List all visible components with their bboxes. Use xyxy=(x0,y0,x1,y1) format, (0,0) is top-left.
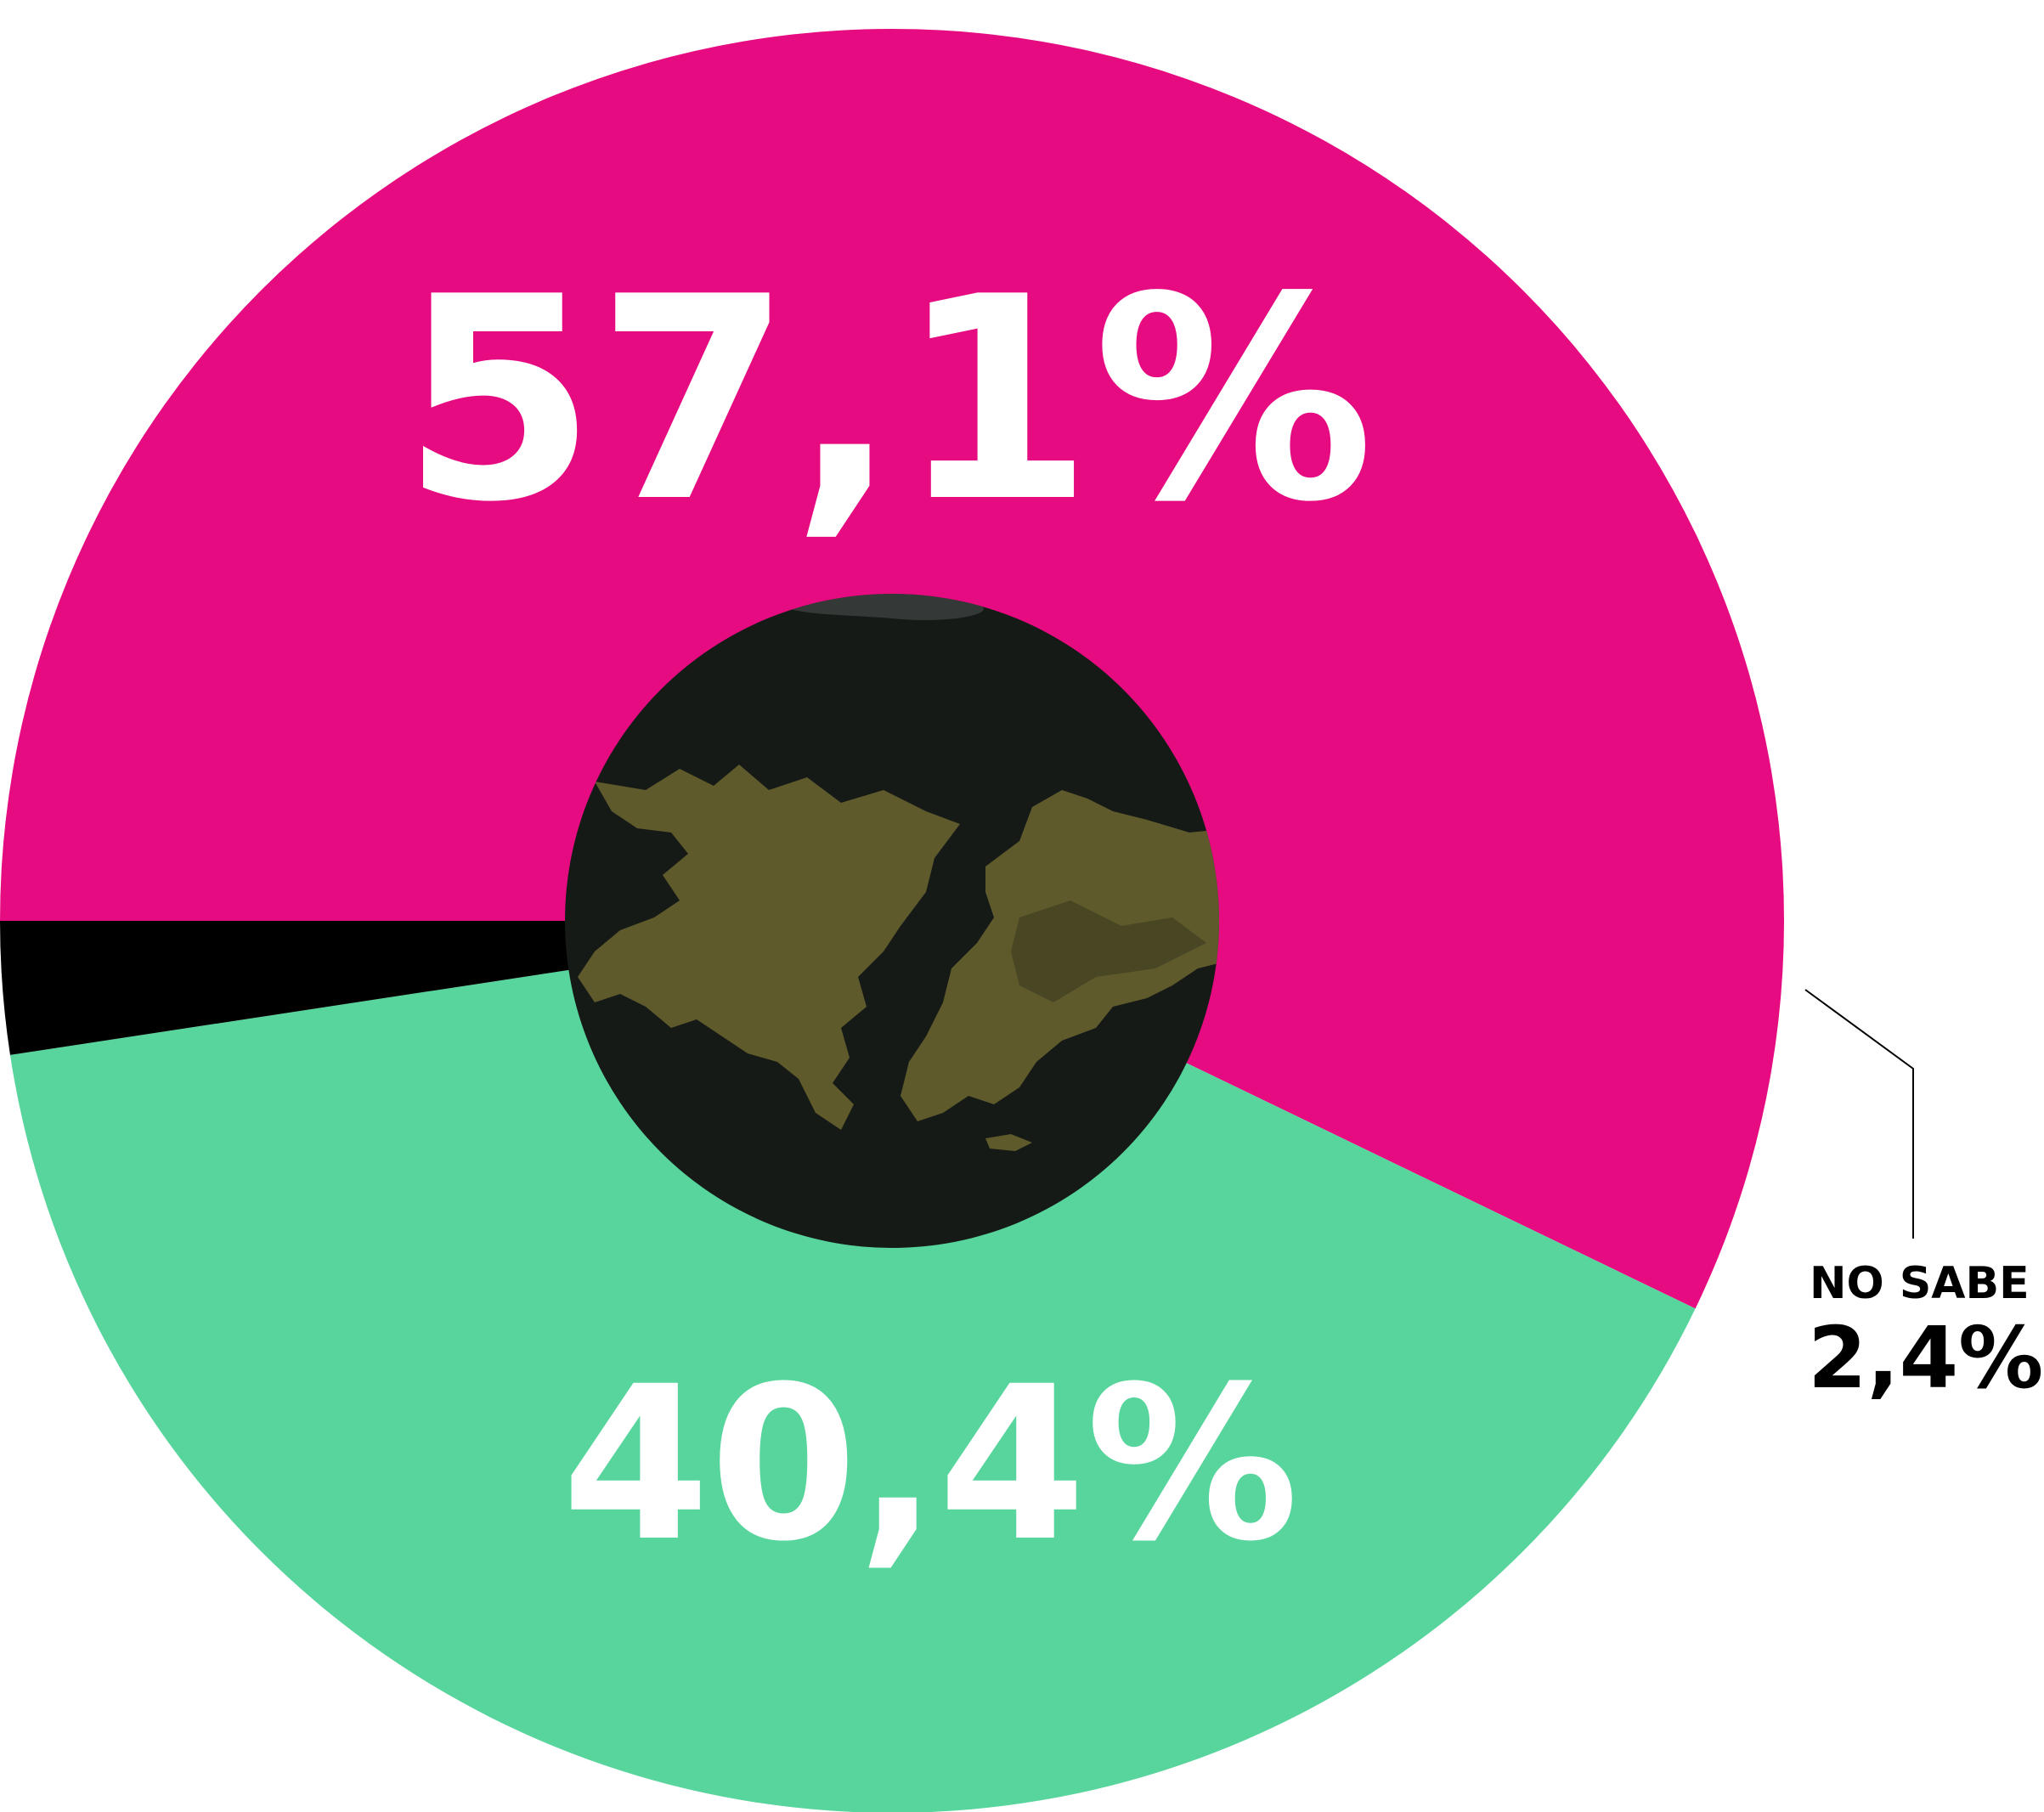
center-satellite-image xyxy=(565,594,1219,1248)
center-image-small-islet xyxy=(985,1134,1032,1151)
callout-leader-line xyxy=(1804,989,1914,1239)
slice-label-1: 57,1% xyxy=(402,237,1375,563)
slice-label-2: 40,4% xyxy=(562,1341,1298,1588)
callout-value-no-sabe: 2,4% xyxy=(1808,1308,2043,1408)
center-image-east-island-shading xyxy=(1011,900,1206,1002)
center-image-west-island xyxy=(578,765,960,1130)
pie-slice-2 xyxy=(9,921,1696,1812)
callout-name-no-sabe: NO SABE xyxy=(1810,1258,2030,1309)
